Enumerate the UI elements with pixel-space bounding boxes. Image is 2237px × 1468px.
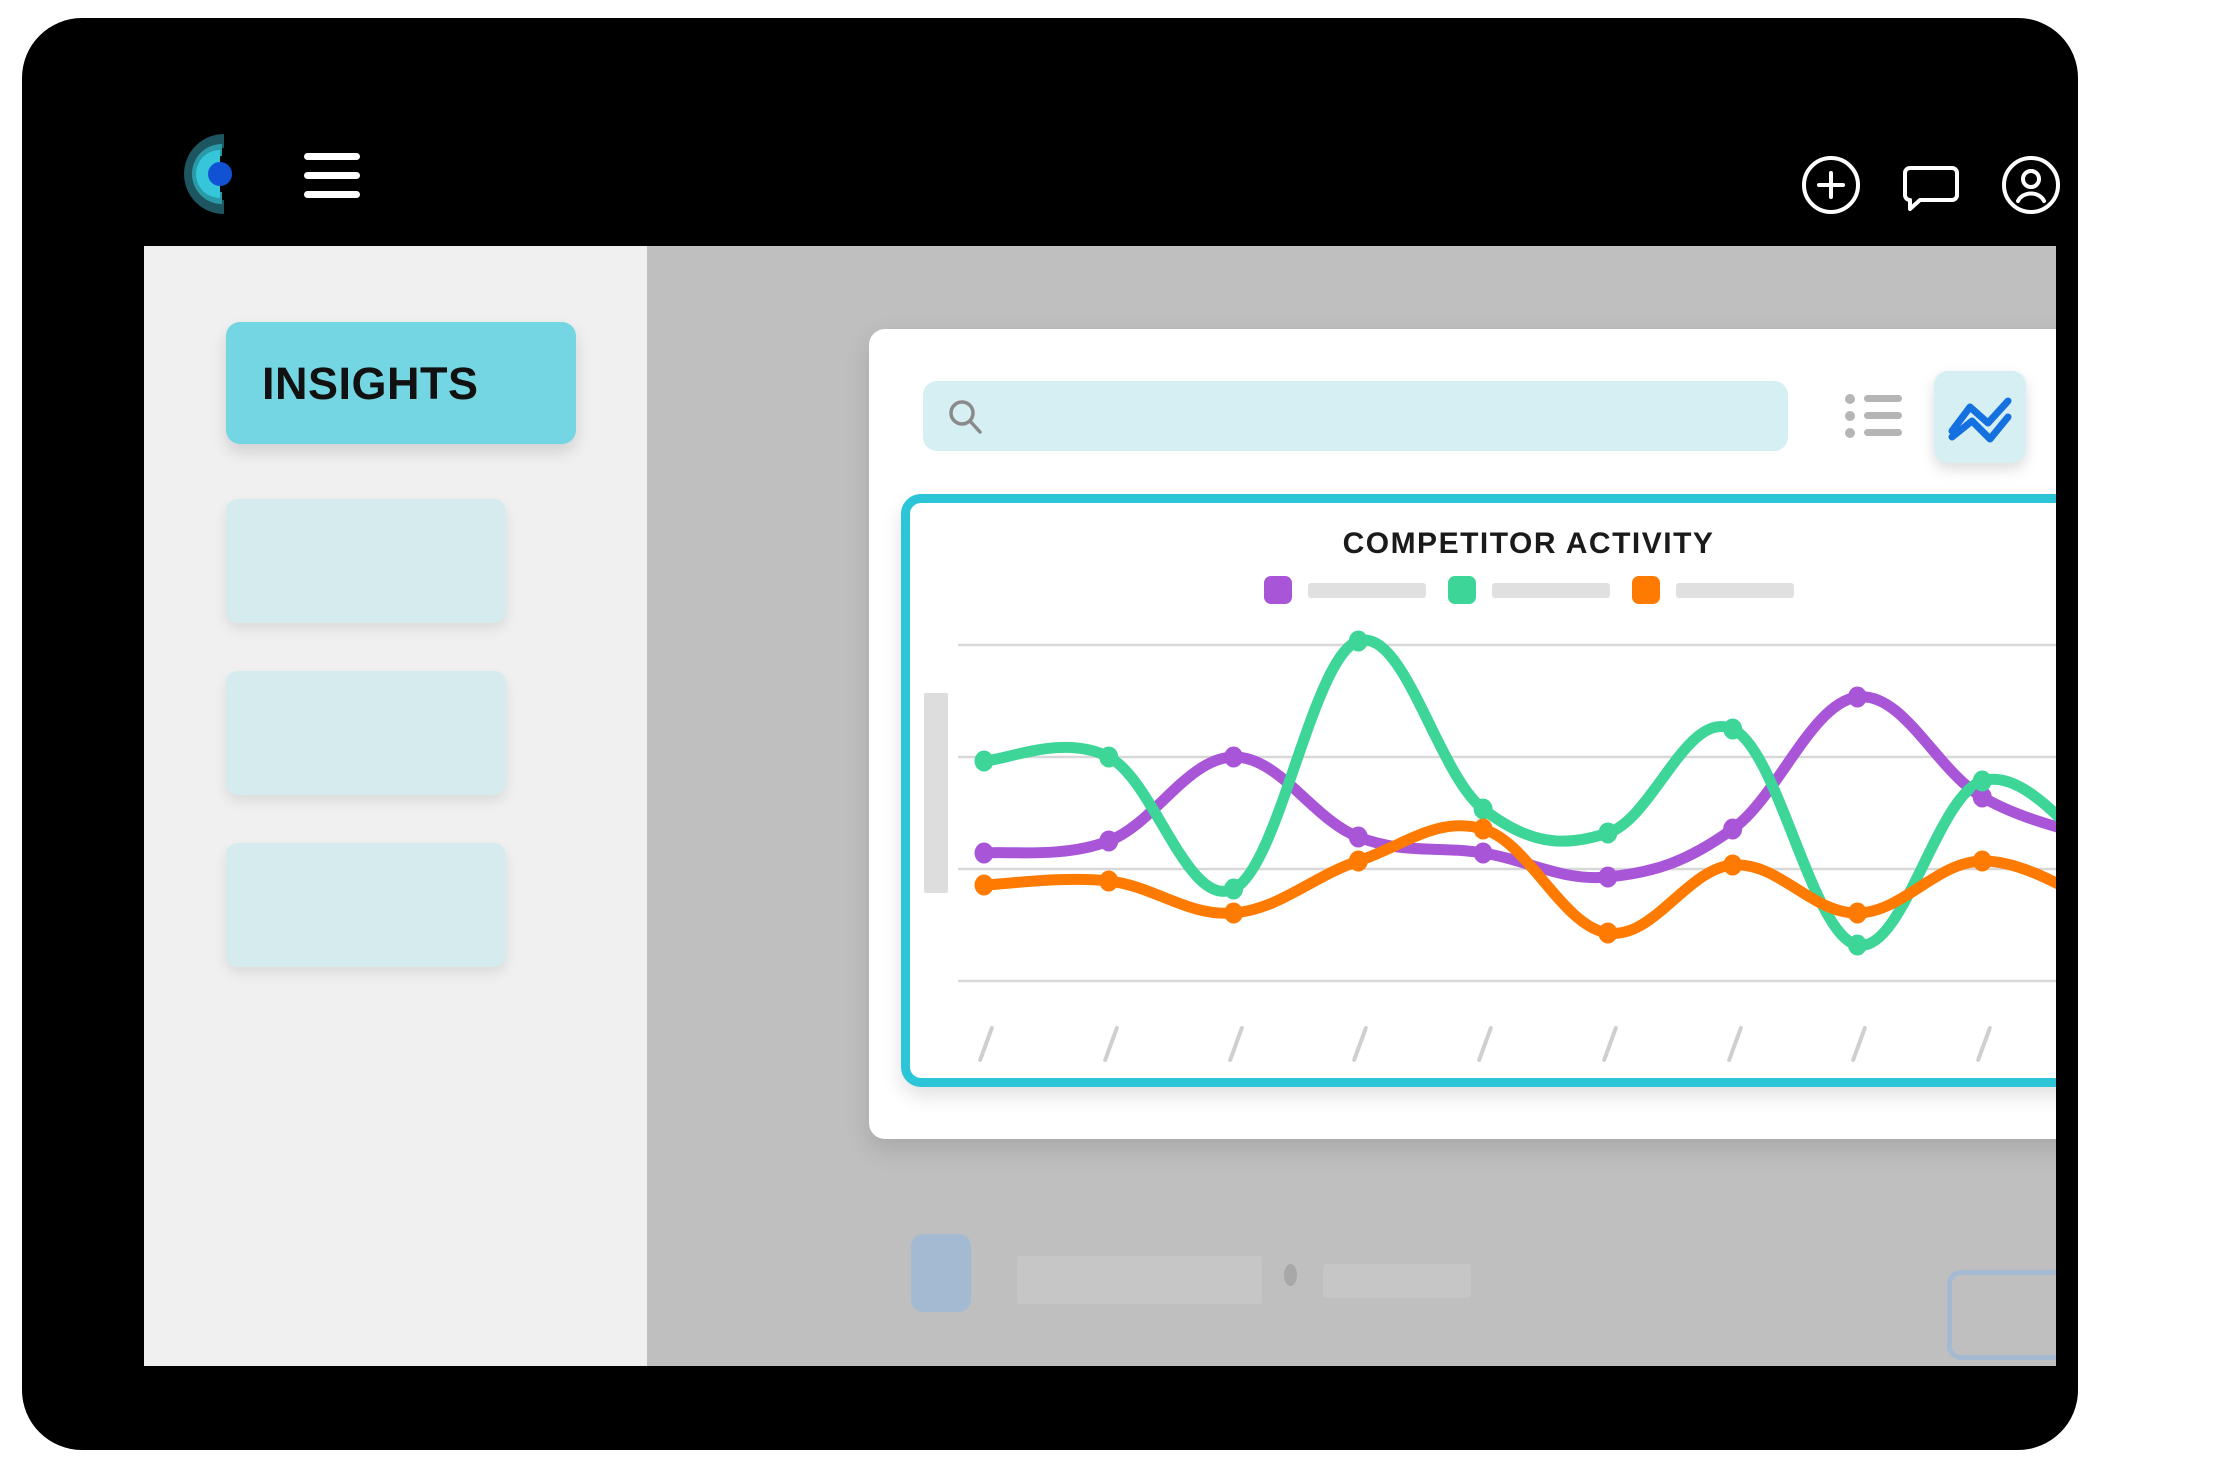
chart-point-s2-x1[interactable] xyxy=(974,750,994,772)
device-frame: INSIGHTS xyxy=(22,18,2078,1450)
chart-point-s3-x5[interactable] xyxy=(1473,818,1493,840)
chart-point-s1-x4[interactable] xyxy=(1348,826,1368,848)
legend-item[interactable] xyxy=(1447,576,1610,604)
chart-point-s3-x8[interactable] xyxy=(1847,902,1867,924)
search-input[interactable] xyxy=(923,381,1788,451)
hamburger-line xyxy=(304,172,360,179)
separator-dot xyxy=(1284,1264,1297,1286)
x-axis-tick-labels xyxy=(958,1019,2056,1069)
chart-title: COMPETITOR ACTIVITY xyxy=(1342,527,1715,560)
x-axis-tick-label xyxy=(1102,1025,1120,1063)
x-axis-tick-label xyxy=(1351,1025,1369,1063)
chart-line-icon xyxy=(1948,397,2012,443)
brand-logo-icon[interactable] xyxy=(178,130,254,218)
chart-view-button[interactable] xyxy=(1934,371,2026,463)
hamburger-line xyxy=(304,153,360,160)
chart-point-s1-x3[interactable] xyxy=(1224,746,1244,768)
chart-point-s1-x1[interactable] xyxy=(974,842,994,864)
sidebar-placeholder-item[interactable] xyxy=(226,671,506,795)
chart-point-s3-x7[interactable] xyxy=(1723,854,1743,876)
chart-series-line-2 xyxy=(984,640,2056,945)
chart-point-s2-x2[interactable] xyxy=(1099,746,1119,768)
chart-point-s1-x6[interactable] xyxy=(1598,866,1618,888)
content-pane: COMPETITOR ACTIVITY xyxy=(647,246,2056,1366)
chart-point-s2-x5[interactable] xyxy=(1473,798,1493,820)
chart-point-s2-x4[interactable] xyxy=(1348,630,1368,652)
account-icon[interactable] xyxy=(2000,154,2062,216)
chart-point-s3-x4[interactable] xyxy=(1348,850,1368,872)
chart-point-s2-x8[interactable] xyxy=(1847,934,1867,956)
sidebar-placeholder-item[interactable] xyxy=(226,843,506,967)
x-axis-tick-label xyxy=(1726,1025,1744,1063)
chart-point-s3-x1[interactable] xyxy=(974,874,994,896)
chart-series-line-1 xyxy=(984,697,2056,878)
x-axis-tick-label xyxy=(1227,1025,1244,1063)
text-placeholder-bar xyxy=(1323,1264,1471,1298)
chart-point-s1-x7[interactable] xyxy=(1723,818,1743,840)
main-panel: COMPETITOR ACTIVITY xyxy=(869,329,2056,1139)
chart-plot xyxy=(958,630,2056,1013)
chart-series-line-3 xyxy=(984,826,2056,934)
sidebar: INSIGHTS xyxy=(144,246,647,1366)
x-axis-tick-label xyxy=(1851,1025,1868,1063)
sidebar-placeholder-item[interactable] xyxy=(226,499,506,623)
text-placeholder-bar xyxy=(1017,1256,1262,1304)
chart-point-s3-x9[interactable] xyxy=(1972,850,1992,872)
y-axis-label-placeholder xyxy=(924,693,948,893)
legend-swatch-series-3 xyxy=(1631,576,1660,604)
chart-point-s1-x2[interactable] xyxy=(1099,830,1119,852)
legend-swatch-series-1 xyxy=(1263,576,1292,604)
x-axis-tick-label xyxy=(977,1025,995,1063)
chart-point-s3-x6[interactable] xyxy=(1598,922,1618,944)
top-bar xyxy=(22,18,2078,233)
chart-card: COMPETITOR ACTIVITY xyxy=(901,494,2056,1087)
hamburger-line xyxy=(304,191,360,198)
chart-point-s3-x3[interactable] xyxy=(1224,902,1244,924)
chart-point-s1-x9[interactable] xyxy=(1972,786,1992,808)
add-icon[interactable] xyxy=(1800,154,1862,216)
legend-label-placeholder xyxy=(1307,582,1426,598)
x-axis-tick-label xyxy=(1975,1025,1993,1063)
action-button[interactable] xyxy=(1947,1270,2056,1360)
x-axis-tick-label xyxy=(1601,1025,1619,1063)
chat-icon[interactable] xyxy=(1900,154,1962,216)
chart-point-s2-x6[interactable] xyxy=(1598,822,1618,844)
legend-item[interactable] xyxy=(1263,576,1426,604)
chart-point-s3-x2[interactable] xyxy=(1099,870,1119,892)
sidebar-item-insights[interactable]: INSIGHTS xyxy=(226,322,576,444)
x-axis-tick-label xyxy=(1476,1025,1494,1063)
hamburger-menu-icon[interactable] xyxy=(304,153,360,199)
chart-point-s2-x7[interactable] xyxy=(1723,718,1743,740)
chart-point-s1-x8[interactable] xyxy=(1847,686,1867,708)
legend-item[interactable] xyxy=(1631,576,1794,604)
legend-swatch-series-2 xyxy=(1447,576,1476,604)
legend-label-placeholder xyxy=(1675,582,1794,598)
chart-legend xyxy=(910,576,2056,604)
bottom-card xyxy=(869,1202,2056,1366)
chart-point-s2-x9[interactable] xyxy=(1972,770,1992,792)
legend-label-placeholder xyxy=(1491,582,1610,598)
list-view-button[interactable] xyxy=(1844,391,1904,441)
app-body: INSIGHTS xyxy=(144,246,2056,1366)
sidebar-item-label: INSIGHTS xyxy=(262,358,479,409)
chart-point-s1-x5[interactable] xyxy=(1473,842,1493,864)
chart-point-s2-x3[interactable] xyxy=(1224,878,1244,900)
avatar xyxy=(911,1234,971,1312)
